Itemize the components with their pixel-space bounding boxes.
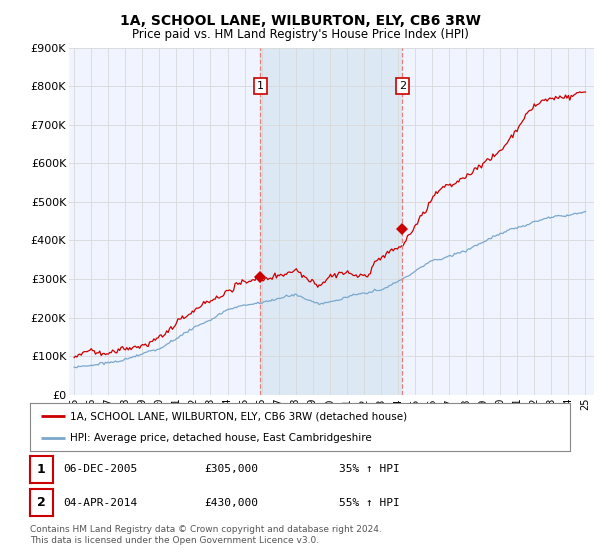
Text: 1A, SCHOOL LANE, WILBURTON, ELY, CB6 3RW: 1A, SCHOOL LANE, WILBURTON, ELY, CB6 3RW xyxy=(119,14,481,28)
Bar xyxy=(260,48,402,395)
Text: 35% ↑ HPI: 35% ↑ HPI xyxy=(339,464,400,474)
Text: 04-APR-2014: 04-APR-2014 xyxy=(63,498,137,508)
Text: Contains HM Land Registry data © Crown copyright and database right 2024.
This d: Contains HM Land Registry data © Crown c… xyxy=(30,525,382,545)
Text: HPI: Average price, detached house, East Cambridgeshire: HPI: Average price, detached house, East… xyxy=(71,433,372,443)
Text: 2: 2 xyxy=(37,496,46,510)
Text: 1: 1 xyxy=(37,463,46,476)
Text: 1: 1 xyxy=(257,81,264,91)
Text: Price paid vs. HM Land Registry's House Price Index (HPI): Price paid vs. HM Land Registry's House … xyxy=(131,28,469,41)
Text: £305,000: £305,000 xyxy=(204,464,258,474)
Text: £430,000: £430,000 xyxy=(204,498,258,508)
Text: 06-DEC-2005: 06-DEC-2005 xyxy=(63,464,137,474)
Text: 55% ↑ HPI: 55% ↑ HPI xyxy=(339,498,400,508)
Text: 1A, SCHOOL LANE, WILBURTON, ELY, CB6 3RW (detached house): 1A, SCHOOL LANE, WILBURTON, ELY, CB6 3RW… xyxy=(71,411,407,421)
Text: 2: 2 xyxy=(398,81,406,91)
